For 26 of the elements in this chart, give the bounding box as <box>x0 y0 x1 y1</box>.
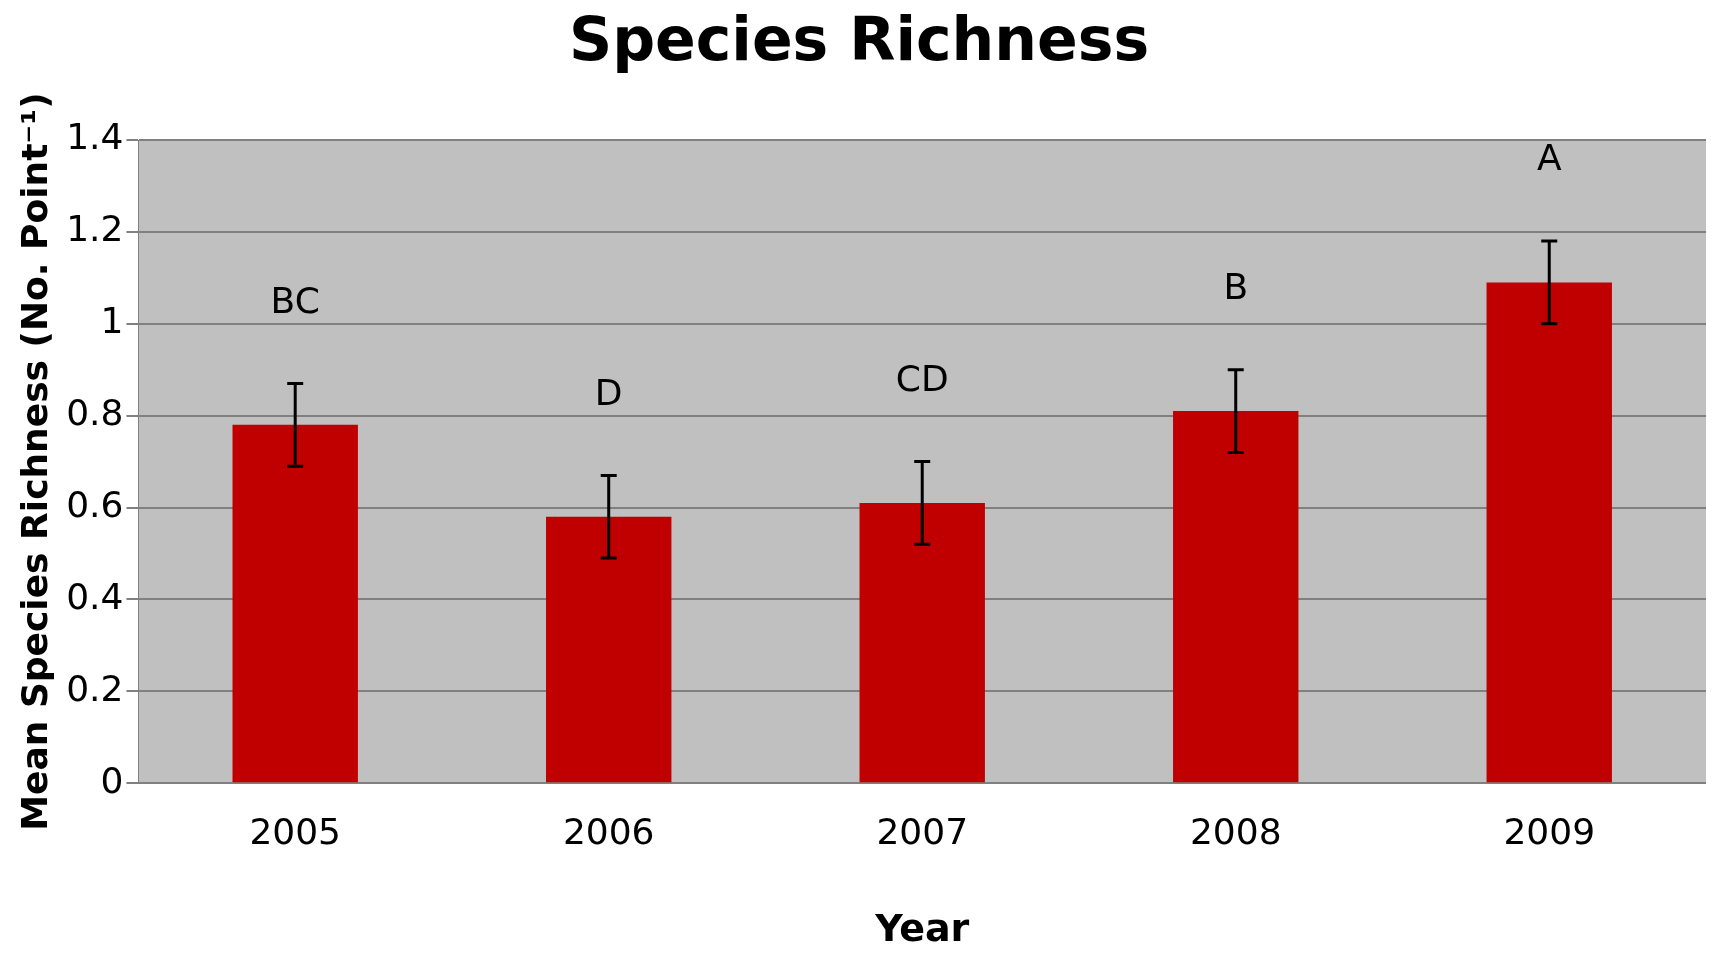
bar <box>1173 411 1299 783</box>
y-tick-label: 1.2 <box>66 208 124 250</box>
annotation: BC <box>270 279 320 321</box>
annotation: D <box>594 371 623 413</box>
annotation: B <box>1223 266 1249 308</box>
x-tick-label: 2009 <box>1503 811 1596 853</box>
y-tick-label: 0.8 <box>66 392 124 434</box>
x-tick-label: 2005 <box>249 811 342 853</box>
y-tick-label: 1.4 <box>66 116 124 158</box>
bar <box>232 424 358 783</box>
x-tick-label: 2008 <box>1189 811 1282 853</box>
bar <box>546 516 672 783</box>
y-tick-label: 0.6 <box>66 483 124 525</box>
bar <box>1486 282 1612 783</box>
y-tick-label: 0.4 <box>66 575 124 617</box>
y-axis-title: Mean Species Richness (No. Point⁻¹) <box>13 92 55 831</box>
bar <box>859 502 985 783</box>
annotation: CD <box>895 357 949 399</box>
y-tick-label: 0 <box>100 759 124 801</box>
y-tick-label: 1 <box>100 300 124 342</box>
x-tick-label: 2006 <box>562 811 655 853</box>
x-tick-label: 2007 <box>876 811 969 853</box>
chart-title: Species Richness <box>568 3 1150 74</box>
x-axis-title: Year <box>874 906 970 951</box>
annotation: A <box>1536 137 1562 179</box>
y-tick-label: 0.2 <box>66 667 124 709</box>
